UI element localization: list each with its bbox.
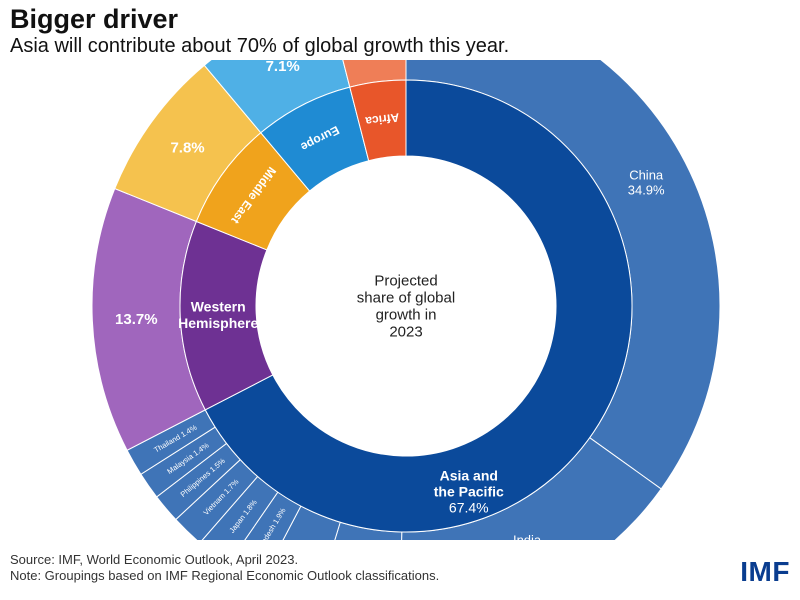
- inner-label-western-hemisphere: Western Hemisphere: [178, 299, 258, 331]
- chart-title: Bigger driver: [10, 4, 179, 34]
- grouping-note: Note: Groupings based on IMF Regional Ec…: [10, 568, 440, 583]
- outer-label-india: India15.4%: [509, 532, 546, 540]
- center-hole: [256, 156, 556, 456]
- chart-subtitle: Asia will contribute about 70% of global…: [10, 35, 510, 57]
- center-label-line: growth in: [376, 307, 437, 324]
- donut-chart: China34.9%India15.4%Indonesia4.4%Other3.…: [91, 60, 721, 540]
- outer-label-western-hemisphere: 13.7%: [115, 311, 158, 328]
- center-label: Projected share of global growth in 2023: [357, 273, 455, 341]
- outer-label-china: China 34.9%: [628, 168, 665, 198]
- inner-label-africa: Africa: [364, 110, 400, 128]
- outer-ring: [91, 60, 721, 540]
- center-label-line: 2023: [389, 324, 422, 341]
- imf-logo: IMF: [740, 556, 790, 587]
- center-label-line: Projected: [374, 273, 437, 290]
- outer-label-middle-east: 7.8%: [170, 140, 204, 157]
- inner-ring: [179, 79, 633, 533]
- center-label-line: share of global: [357, 290, 455, 307]
- source-note: Source: IMF, World Economic Outlook, Apr…: [10, 552, 299, 567]
- outer-label-europe: 7.1%: [266, 60, 300, 75]
- inner-label-asia-and-the-pacific: Asia and the Pacific 67.4%: [434, 467, 504, 515]
- footnotes: Source: IMF, World Economic Outlook, Apr…: [10, 552, 439, 584]
